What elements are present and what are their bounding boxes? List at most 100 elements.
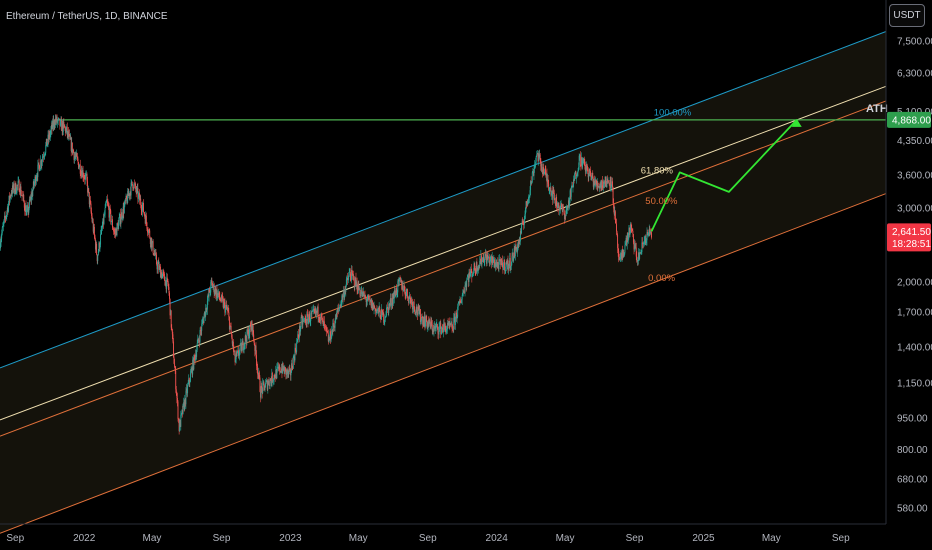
candle-body bbox=[416, 306, 418, 313]
fib-618-line[interactable] bbox=[0, 85, 887, 421]
candle bbox=[301, 314, 303, 330]
candle bbox=[169, 298, 171, 320]
candle bbox=[563, 208, 565, 215]
candle-body bbox=[306, 314, 308, 315]
candle-body bbox=[24, 207, 26, 212]
candle bbox=[208, 288, 210, 302]
candle bbox=[298, 334, 300, 343]
candle-body bbox=[636, 256, 638, 262]
candle-body bbox=[622, 252, 624, 257]
channel-bottom-line[interactable] bbox=[0, 193, 887, 534]
candle-body bbox=[75, 153, 77, 157]
candle-body bbox=[54, 118, 56, 125]
candle bbox=[370, 299, 372, 303]
candle bbox=[494, 263, 496, 269]
candle-body bbox=[581, 157, 583, 168]
candle bbox=[498, 254, 500, 273]
candle-body bbox=[206, 309, 208, 311]
candle bbox=[576, 171, 578, 176]
candle bbox=[441, 323, 443, 334]
candle bbox=[182, 405, 183, 418]
candle-body bbox=[583, 158, 585, 164]
candle-body bbox=[231, 333, 233, 338]
candle-body bbox=[241, 340, 243, 345]
candle bbox=[120, 216, 122, 229]
candle-body bbox=[183, 402, 185, 404]
candle bbox=[303, 318, 305, 321]
projection-line[interactable] bbox=[650, 119, 798, 232]
candle-body bbox=[86, 174, 88, 182]
candle-body bbox=[649, 231, 651, 234]
candle bbox=[98, 241, 100, 252]
candle bbox=[388, 303, 390, 311]
candle bbox=[30, 194, 31, 202]
candle bbox=[119, 213, 121, 219]
candle bbox=[102, 213, 104, 229]
candle bbox=[8, 195, 10, 206]
candle-body bbox=[492, 262, 494, 263]
candle-body bbox=[449, 324, 451, 326]
candle bbox=[56, 115, 57, 126]
candle bbox=[490, 254, 492, 263]
fib-50-line[interactable] bbox=[0, 100, 887, 437]
candle-body bbox=[541, 169, 543, 174]
candle-body bbox=[244, 344, 246, 345]
candle bbox=[612, 186, 614, 205]
candle bbox=[113, 227, 115, 235]
candle bbox=[650, 228, 652, 235]
candle-body bbox=[160, 266, 161, 278]
candle bbox=[137, 191, 139, 203]
candle-body bbox=[392, 295, 394, 304]
projection-path[interactable] bbox=[650, 118, 802, 232]
candle-body bbox=[145, 215, 147, 224]
channel-lines[interactable] bbox=[0, 31, 887, 534]
candle bbox=[186, 384, 188, 398]
candle bbox=[321, 313, 323, 324]
candle bbox=[457, 303, 459, 319]
time-axis[interactable]: Sep 2022 May Sep 2023 May Sep 2024 May Sep 2025 May… bbox=[0, 523, 886, 544]
candle bbox=[586, 161, 587, 174]
price-axis[interactable]: 7,500.006,300.005,100.004,350.003,600.00… bbox=[885, 0, 932, 524]
candle-body bbox=[359, 289, 361, 295]
currency-unit-button[interactable]: USDT bbox=[889, 4, 925, 27]
candle-body bbox=[510, 262, 512, 267]
candle-body bbox=[104, 214, 105, 216]
candle-body bbox=[178, 419, 180, 432]
candle bbox=[433, 322, 435, 337]
candle bbox=[300, 314, 302, 330]
candle bbox=[518, 239, 520, 249]
candle-body bbox=[28, 208, 30, 213]
candle-body bbox=[265, 382, 267, 388]
candle bbox=[251, 320, 253, 335]
candle bbox=[334, 318, 336, 332]
candle-body bbox=[438, 333, 439, 335]
candle-body bbox=[208, 289, 210, 297]
candle-body bbox=[281, 368, 283, 374]
candle bbox=[478, 264, 480, 274]
candle bbox=[605, 180, 607, 188]
candle bbox=[18, 176, 20, 183]
candle-body bbox=[544, 169, 546, 171]
candle-body bbox=[287, 369, 289, 374]
candle-body bbox=[154, 252, 156, 256]
candle bbox=[73, 152, 75, 164]
candle-body bbox=[242, 340, 244, 351]
candle-body bbox=[378, 306, 380, 313]
candle bbox=[252, 323, 254, 338]
candle bbox=[278, 362, 280, 372]
candle-body bbox=[629, 227, 630, 235]
candle-body bbox=[1, 227, 3, 234]
candle bbox=[454, 316, 456, 330]
candle bbox=[108, 202, 110, 222]
candle bbox=[299, 322, 301, 337]
channel-top-line[interactable] bbox=[0, 31, 887, 369]
candle-body bbox=[330, 338, 332, 341]
candle bbox=[373, 302, 374, 310]
candle-body bbox=[609, 183, 611, 187]
candle-body bbox=[134, 183, 136, 185]
candle-body bbox=[606, 178, 608, 188]
candle bbox=[318, 316, 320, 323]
candle bbox=[61, 119, 63, 136]
candle-body bbox=[611, 181, 613, 186]
